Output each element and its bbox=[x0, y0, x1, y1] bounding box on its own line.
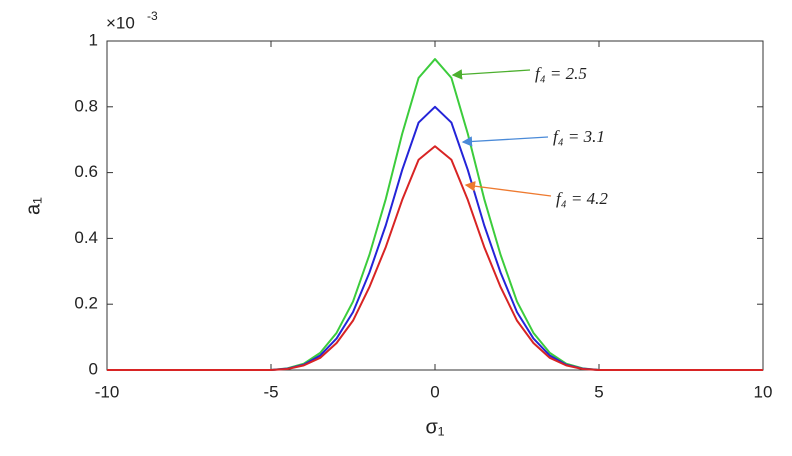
x-tick-label: 0 bbox=[430, 382, 439, 401]
y-multiplier-exponent: -3 bbox=[147, 9, 158, 23]
series-annotation: f₄ = 3.1 bbox=[553, 127, 605, 146]
y-axis-label: a₁ bbox=[22, 197, 44, 215]
y-tick-label: 0.8 bbox=[74, 96, 98, 115]
x-tick-label: -5 bbox=[263, 382, 278, 401]
annotation-arrow bbox=[451, 69, 531, 80]
y-tick-label: 0.4 bbox=[74, 228, 98, 247]
y-tick-label: 0 bbox=[89, 359, 98, 378]
y-tick-label: 0.6 bbox=[74, 162, 98, 181]
series-annotation: f₄ = 4.2 bbox=[556, 189, 608, 208]
x-tick-label: 10 bbox=[754, 382, 773, 401]
series-annotation: f₄ = 2.5 bbox=[535, 64, 587, 83]
x-tick-label: 5 bbox=[594, 382, 603, 401]
series-line bbox=[107, 58, 763, 371]
y-tick-label: 0.2 bbox=[74, 294, 98, 313]
y-tick-label: 1 bbox=[89, 30, 98, 49]
series-line bbox=[107, 145, 763, 371]
x-axis-label: σ₁ bbox=[425, 416, 444, 438]
x-tick-label: -10 bbox=[95, 382, 120, 401]
annotation-arrow bbox=[464, 181, 552, 197]
y-multiplier: ×10 bbox=[106, 13, 135, 32]
annotation-arrow bbox=[461, 136, 549, 147]
plot-frame bbox=[106, 40, 764, 371]
series-line bbox=[107, 105, 763, 371]
